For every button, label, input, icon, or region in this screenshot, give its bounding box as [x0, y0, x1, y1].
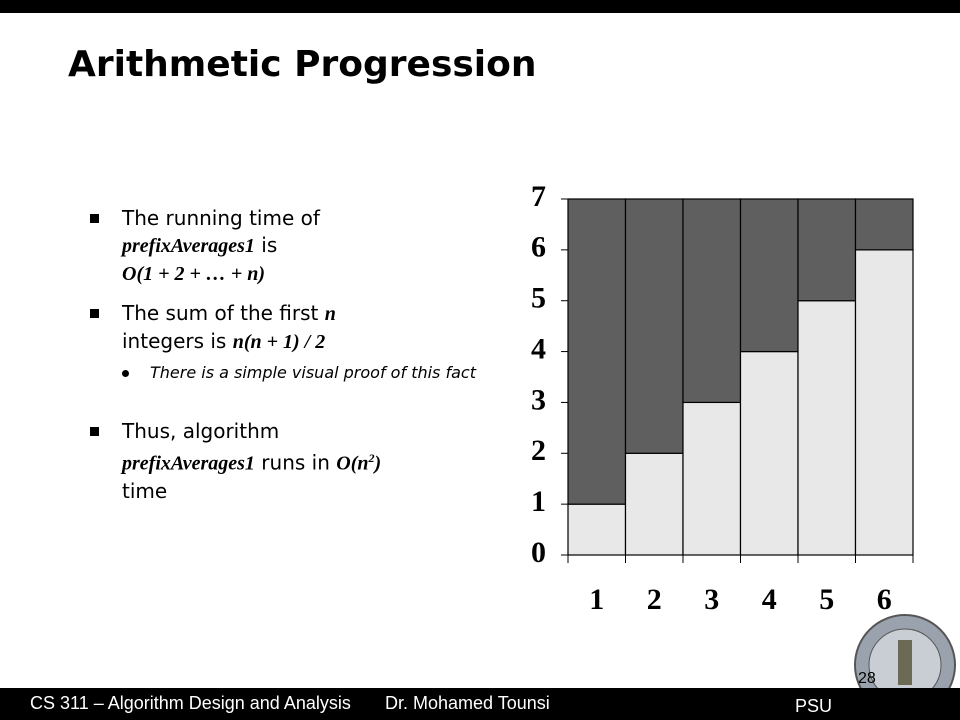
text: runs in: [261, 450, 330, 475]
org: PSU: [795, 696, 833, 716]
math: prefixAverages1: [122, 452, 255, 475]
bar: [854, 198, 914, 251]
bar: [739, 350, 799, 556]
bar: [797, 300, 857, 556]
footer: CS 311 – Algorithm Design and Analysis D…: [0, 688, 960, 720]
bar: [797, 198, 857, 302]
y-tick-label: 4: [531, 332, 546, 365]
course: CS 311 – Algorithm Design and Analysis: [30, 693, 351, 713]
x-tick-label: 6: [877, 583, 892, 616]
page-number: 28: [858, 670, 876, 687]
sub-bullet: There is a simple visual proof of this f…: [122, 362, 482, 384]
y-tick-label: 1: [531, 485, 546, 518]
x-tick-label: 4: [762, 583, 777, 616]
y-tick-label: 6: [531, 231, 546, 264]
x-tick-label: 1: [589, 583, 604, 616]
math: n: [324, 303, 336, 325]
bar: [567, 198, 627, 505]
bar: [624, 452, 684, 556]
author: Dr. Mohamed Tounsi: [385, 693, 550, 713]
y-tick-label: 0: [531, 536, 546, 569]
text: integers is: [122, 329, 227, 353]
bullet: The running time of prefixAverages1 is O(1…: [90, 205, 485, 288]
math: O(1 + 2 + … + n): [122, 263, 266, 285]
x-tick-label: 2: [647, 583, 662, 616]
text: There is a simple visual proof of this f…: [150, 363, 476, 382]
text: Thus, algorithm: [122, 419, 280, 443]
math: O(n: [336, 452, 369, 475]
x-tick-label: 3: [704, 583, 719, 616]
y-tick-label: 7: [531, 180, 546, 213]
top-bar: [0, 0, 960, 13]
text: is: [261, 233, 278, 257]
x-tick-label: 5: [819, 583, 834, 616]
math: n(n + 1) / 2: [232, 331, 326, 353]
bar: [682, 401, 742, 556]
text: time: [122, 478, 168, 503]
y-tick-label: 2: [531, 434, 546, 467]
y-tick-label: 3: [531, 383, 546, 416]
math: ): [374, 452, 382, 475]
bar: [854, 249, 914, 556]
bar: [682, 198, 742, 404]
bar: [739, 198, 799, 353]
bullet: Thus, algorithm prefixAverages1 runs in O…: [90, 418, 485, 505]
math: prefixAverages1: [122, 235, 255, 257]
bar: [567, 503, 627, 556]
slide-title: Arithmetic Progression: [68, 44, 537, 85]
text: The running time of: [122, 206, 320, 230]
bullet: The sum of the first n integers is n(n + …: [90, 300, 485, 356]
bar: [624, 198, 684, 454]
y-tick-label: 5: [531, 282, 546, 315]
math: 2: [368, 451, 375, 465]
text: The sum of the first: [122, 301, 319, 325]
